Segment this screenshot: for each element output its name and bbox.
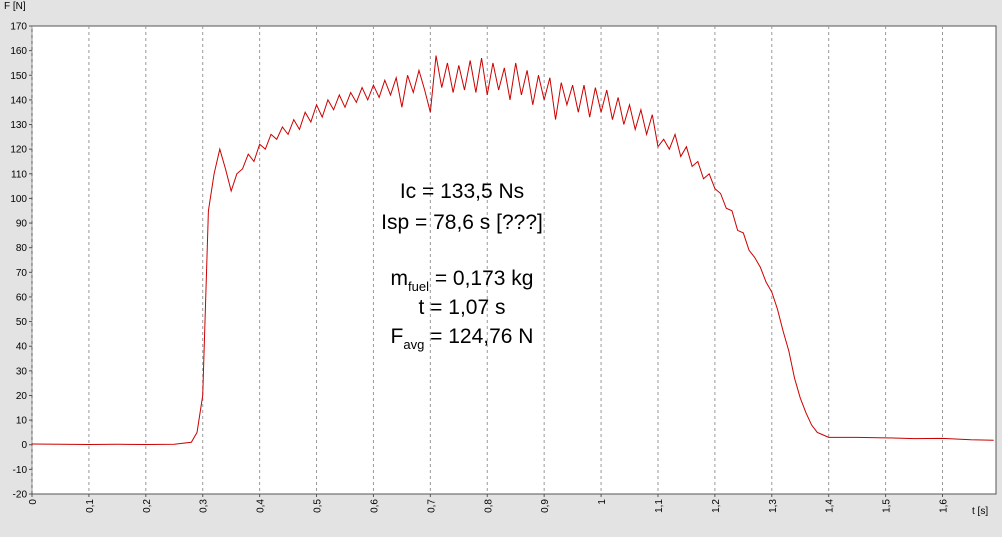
x-tick-label: 0,3	[199, 499, 210, 513]
annotation: Ic = 133,5 Ns	[400, 180, 524, 203]
x-tick-label: 0,2	[142, 499, 153, 513]
annotation: t = 1,07 s	[419, 296, 506, 319]
x-tick-label: 1	[597, 499, 608, 505]
y-tick-label: 140	[10, 95, 27, 106]
y-tick-label: 170	[10, 22, 27, 33]
y-tick-label: 50	[16, 317, 28, 328]
x-tick-label: 0,5	[313, 499, 324, 513]
plot-area	[31, 25, 997, 495]
y-tick-label: 100	[10, 194, 27, 205]
y-axis-label: F [N]	[4, 1, 26, 12]
y-tick-label: 110	[11, 169, 27, 180]
y-tick-label: -20	[13, 490, 28, 501]
y-tick-label: 20	[16, 391, 28, 402]
x-tick-label: 0	[28, 499, 39, 505]
y-tick-label: 160	[10, 46, 27, 57]
y-tick-label: 60	[16, 292, 28, 303]
x-tick-label: 1,6	[939, 499, 950, 513]
x-tick-label: 1,3	[768, 499, 779, 513]
annotation: Isp = 78,6 s [???]	[381, 211, 543, 234]
annotation-part: Isp = 78,6 s [???]	[381, 211, 543, 234]
y-tick-label: 90	[16, 219, 28, 230]
y-tick-label: 130	[10, 120, 27, 131]
y-tick-label: -10	[13, 465, 28, 476]
annotation-part: t = 1,07 s	[419, 296, 506, 319]
y-tick-label: 150	[10, 71, 27, 82]
annotation: mfuel = 0,173 kg	[391, 267, 534, 294]
x-tick-label: 0,6	[369, 499, 380, 513]
y-tick-label: 80	[16, 243, 28, 254]
x-tick-label: 0,1	[85, 499, 96, 513]
y-tick-label: 30	[16, 366, 28, 377]
x-tick-label: 0,8	[483, 499, 494, 513]
annotation-part: = 124,76 N	[424, 325, 533, 348]
x-tick-label: 1,2	[711, 499, 722, 513]
annotation-part: m	[391, 267, 409, 290]
annotation-part: = 0,173 kg	[429, 267, 534, 290]
annotation-part: fuel	[408, 279, 429, 294]
y-tick-label: 10	[16, 416, 28, 427]
x-tick-label: 0,4	[256, 499, 267, 513]
annotation-part: F	[391, 325, 404, 348]
y-tick-label: 0	[21, 440, 27, 451]
y-tick-label: 70	[16, 268, 28, 279]
x-tick-label: 1,4	[825, 499, 836, 513]
x-tick-label: 0,7	[426, 499, 437, 513]
thrust-line	[31, 55, 994, 445]
x-tick-label: 1,5	[882, 499, 893, 513]
annotation-part: Ic = 133,5 Ns	[400, 180, 524, 203]
annotation-part: avg	[403, 337, 424, 352]
x-axis-label: t [s]	[972, 506, 988, 517]
y-tick-label: 120	[10, 145, 27, 156]
y-tick-label: 40	[16, 342, 28, 353]
x-tick-label: 1,1	[654, 499, 665, 513]
x-tick-label: 0,9	[540, 499, 551, 513]
annotation: Favg = 124,76 N	[391, 325, 534, 352]
